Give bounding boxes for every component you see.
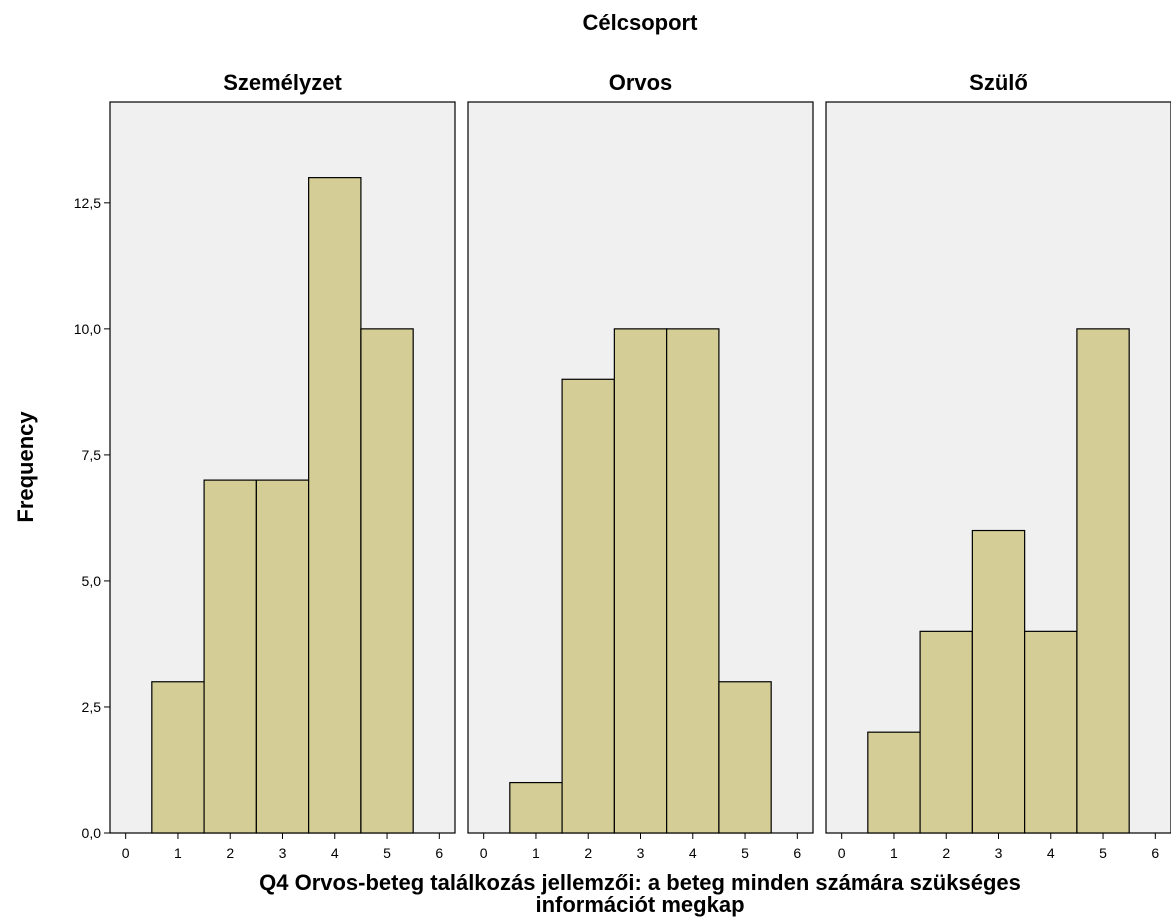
- bar-3-2: [919, 630, 973, 834]
- x-tick-label-3-4: 4: [1047, 845, 1055, 861]
- x-tick-label-3-6: 6: [1151, 845, 1159, 861]
- y-tick-label-4: 10,0: [74, 321, 101, 337]
- x-tick-label-1-6: 6: [435, 845, 443, 861]
- bar-3-1: [867, 731, 921, 834]
- facet-title-3: Szülő: [969, 70, 1028, 95]
- x-tick-label-3-0: 0: [838, 845, 846, 861]
- x-tick-label-2-6: 6: [793, 845, 801, 861]
- bar-2-1: [509, 781, 563, 834]
- x-tick-label-1-5: 5: [383, 845, 391, 861]
- x-tick-label-3-1: 1: [890, 845, 898, 861]
- x-tick-label-1-4: 4: [331, 845, 339, 861]
- bar-1-3: [255, 479, 310, 834]
- bar-3-5: [1076, 328, 1130, 834]
- bar-2-4: [666, 328, 720, 834]
- y-tick-label-0: 0,0: [82, 825, 102, 841]
- x-tick-label-2-0: 0: [480, 845, 488, 861]
- y-axis-label: Frequency: [13, 411, 38, 523]
- x-tick-label-2-1: 1: [532, 845, 540, 861]
- y-tick-label-2: 5,0: [82, 573, 102, 589]
- chart-title: Célcsoport: [583, 10, 699, 35]
- x-tick-label-2-4: 4: [689, 845, 697, 861]
- x-tick-label-3-2: 2: [942, 845, 950, 861]
- y-tick-label-3: 7,5: [82, 447, 102, 463]
- bar-1-1: [151, 681, 205, 834]
- x-axis-label-line-1: Q4 Orvos-beteg találkozás jellemzői: a b…: [259, 870, 1021, 895]
- bar-1-5: [360, 328, 414, 834]
- facet-panels: Személyzet 0 1 2 3 4 5 6 Orvos 0 1 2 3 4 5 6 Szülő 0 1 2 3 4 5…: [74, 70, 1171, 861]
- x-tick-label-1-1: 1: [174, 845, 182, 861]
- bar-1-4: [308, 177, 362, 834]
- facet-title-2: Orvos: [609, 70, 673, 95]
- y-tick-label-1: 2,5: [82, 699, 102, 715]
- facet-title-1: Személyzet: [223, 70, 342, 95]
- y-tick-label-5: 12,5: [74, 195, 101, 211]
- bar-2-5: [718, 681, 772, 834]
- bar-3-3: [971, 529, 1026, 834]
- x-axis-label-line-2: információt megkap: [535, 892, 744, 917]
- x-tick-label-2-2: 2: [584, 845, 592, 861]
- x-tick-label-1-2: 2: [226, 845, 234, 861]
- bar-2-2: [561, 378, 615, 834]
- x-tick-label-3-5: 5: [1099, 845, 1107, 861]
- bar-3-4: [1024, 630, 1078, 834]
- bar-2-3: [613, 328, 668, 834]
- x-tick-label-1-3: 3: [279, 845, 287, 861]
- x-tick-label-2-5: 5: [741, 845, 749, 861]
- x-tick-label-2-3: 3: [637, 845, 645, 861]
- x-tick-label-1-0: 0: [122, 845, 130, 861]
- x-tick-label-3-3: 3: [995, 845, 1003, 861]
- bar-1-2: [203, 479, 257, 834]
